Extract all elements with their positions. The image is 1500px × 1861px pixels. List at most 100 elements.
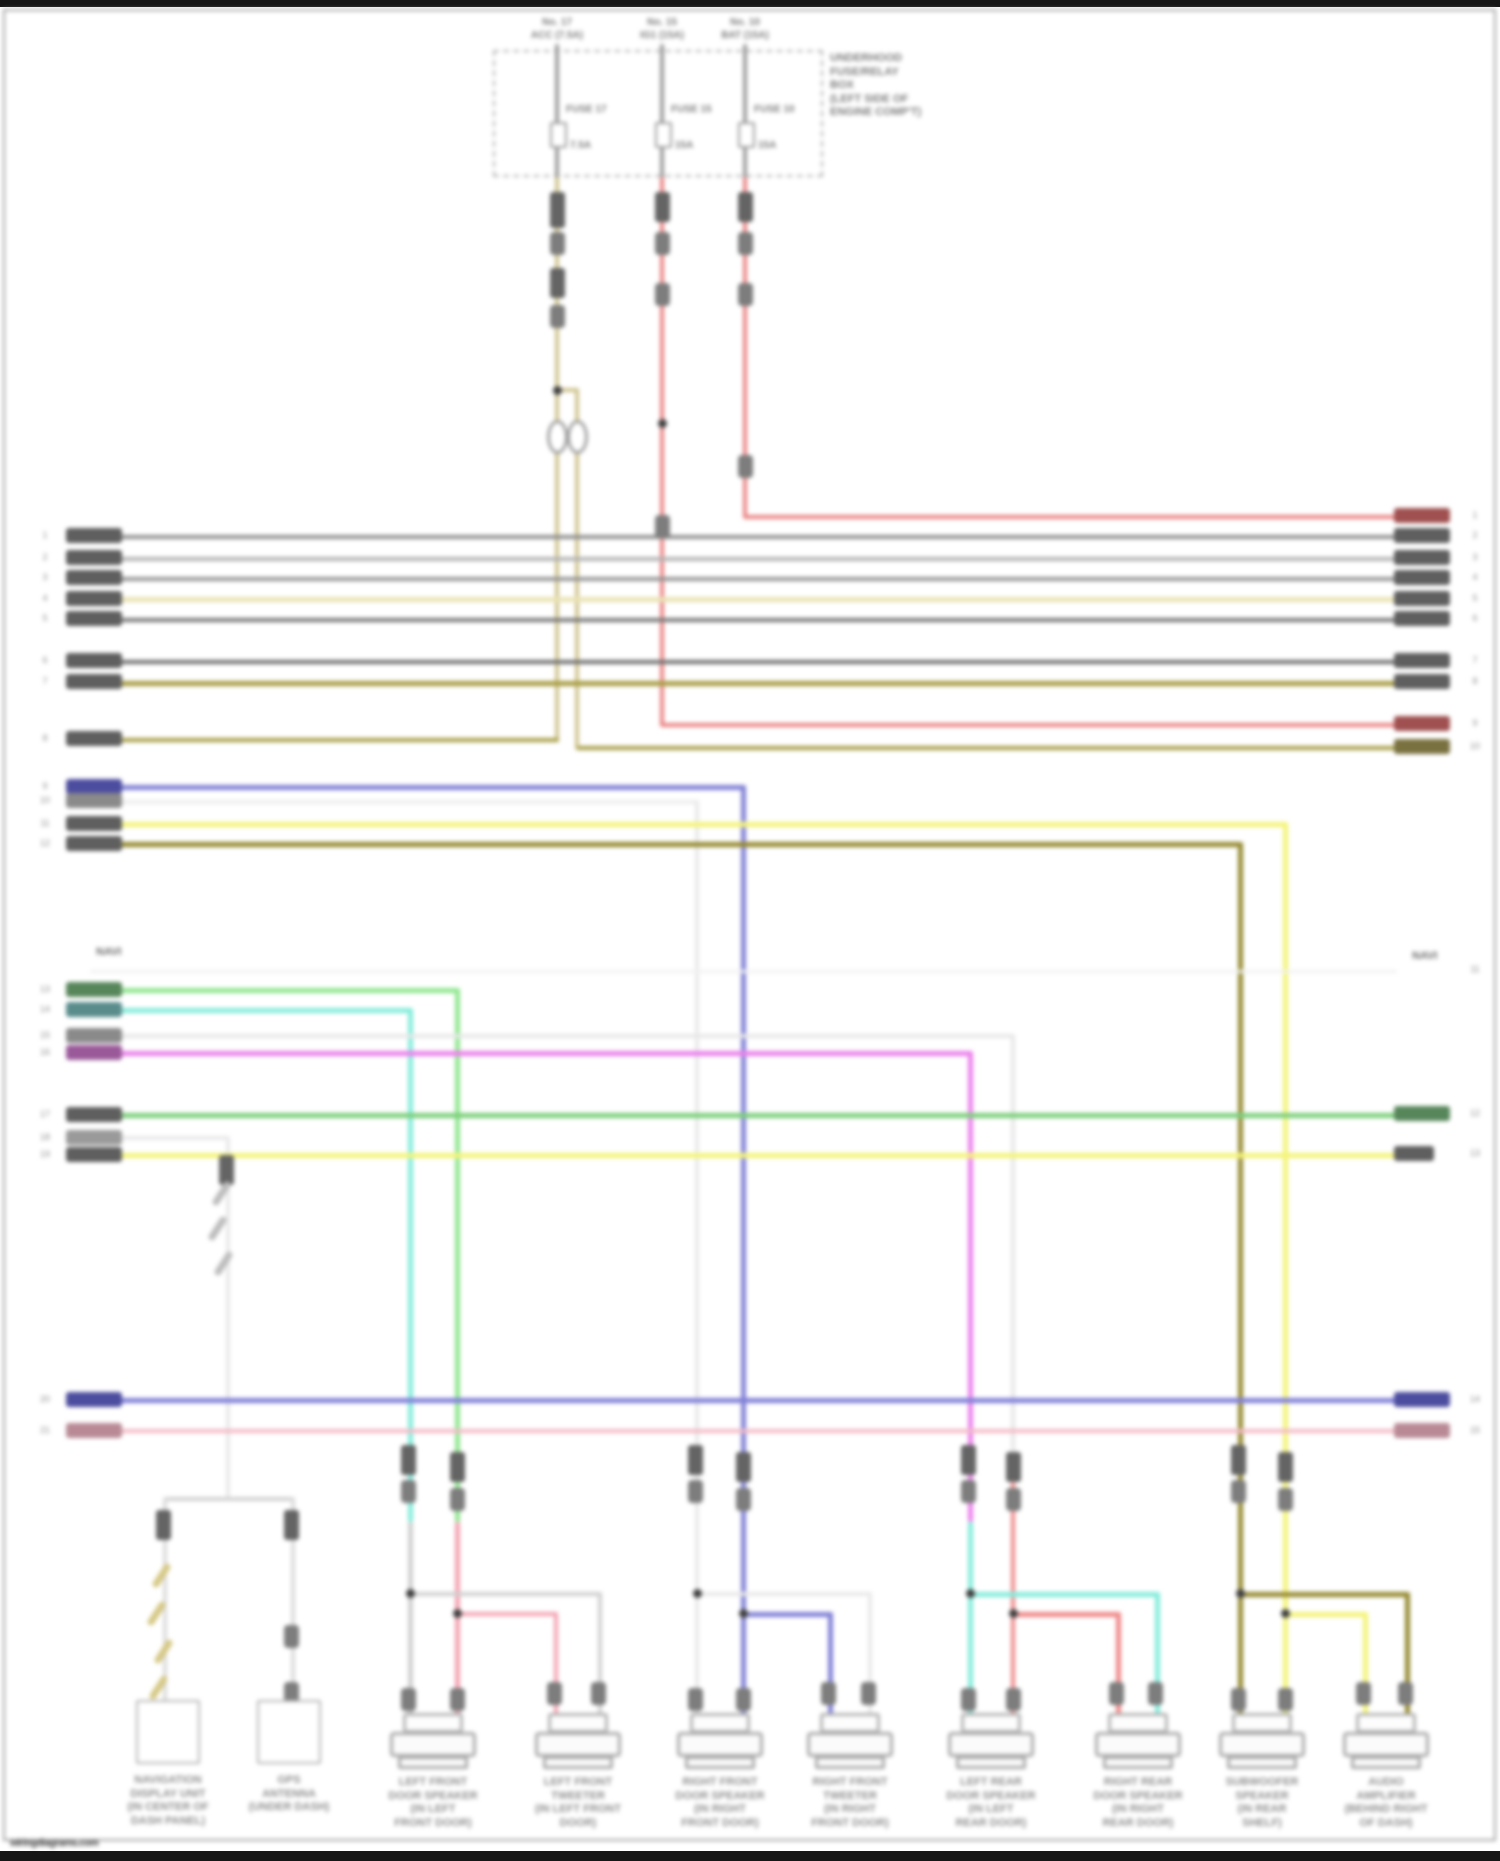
wire-code-label — [655, 192, 670, 222]
inline-connector — [736, 1488, 751, 1511]
wire-blue-vertical — [741, 785, 746, 1715]
fusebox-side-label: UNDERHOOD FUSE/RELAY BOX (LEFT SIDE OF E… — [830, 52, 921, 120]
branch-pink-horizontal — [457, 1612, 558, 1616]
fuse3-amp: 15A — [758, 140, 777, 151]
fusebox-label-line: ENGINE COMP'T) — [830, 106, 922, 118]
connector-plug-top — [548, 1713, 608, 1733]
wire-olive-dark-vertical — [1238, 842, 1243, 1715]
fuse3-wire-in-box — [743, 44, 747, 178]
wire-yellow-vertical — [1283, 822, 1288, 1715]
connector-plug-base — [1227, 1756, 1297, 1769]
wire-code-label — [66, 816, 122, 831]
group1-right-branch — [291, 1497, 295, 1701]
wire-code-label — [1394, 550, 1450, 565]
connector-label-line: (IN CENTER OF — [127, 1801, 209, 1813]
inline-connector — [550, 305, 565, 328]
connector-label-line: REAR DOOR) — [1102, 1816, 1174, 1829]
wire-code-label — [66, 550, 122, 565]
connector-label-line: (IN REAR — [1237, 1803, 1287, 1815]
wire-code-label — [1231, 1445, 1246, 1475]
inline-connector — [547, 1682, 562, 1705]
branch-red-horizontal — [1013, 1612, 1120, 1617]
inline-connector — [1109, 1682, 1124, 1705]
connector-label-line: (IN LEFT — [410, 1803, 456, 1815]
inline-connector — [1356, 1682, 1371, 1705]
pin-number: 2 — [1472, 530, 1478, 540]
fuse3-symbol — [738, 122, 755, 148]
wire-code-label — [66, 570, 122, 585]
connector-plug-body — [535, 1732, 621, 1757]
wire-code-label — [550, 192, 565, 228]
connector-label: LEFT FRONT TWEETER (IN LEFT FRONT DOOR) — [503, 1776, 653, 1830]
pin-number: 3 — [42, 572, 48, 582]
top-window-edge — [0, 0, 1500, 7]
connector-label-line: (IN LEFT — [968, 1803, 1014, 1815]
shield-connector — [567, 420, 588, 454]
connector-label-line: SHELF) — [1242, 1816, 1282, 1829]
wire-cyan-horizontal — [90, 1008, 412, 1013]
connector-plug-top — [690, 1713, 750, 1733]
left-section-header: NAVI — [96, 946, 122, 958]
wire-yellow-horizontal — [90, 822, 1287, 827]
connector-label-line: REAR DOOR) — [955, 1816, 1027, 1829]
wire-code-label — [1394, 1146, 1434, 1161]
fuse2-wire-in-box — [660, 44, 664, 178]
inline-connector — [738, 455, 753, 478]
pin-number: 15 — [39, 1030, 50, 1040]
bus-wire-3 — [90, 577, 1397, 581]
page-frame — [3, 9, 1496, 1841]
fuse-box — [493, 50, 823, 177]
fusebox-label-line: FUSE/RELAY — [830, 65, 899, 78]
connector-label-line: DOOR SPEAKER — [1093, 1789, 1183, 1802]
pin-number: 18 — [39, 1132, 50, 1142]
inline-connector — [284, 1682, 299, 1705]
connector-label-line: GPS — [277, 1774, 301, 1786]
wire-gray-segment — [408, 1522, 413, 1715]
connector-box-navigation — [136, 1700, 200, 1764]
wire-code-label — [401, 1445, 416, 1475]
bus-wire-5 — [90, 618, 1397, 622]
inline-connector — [961, 1688, 976, 1711]
connector-label-line: ANTENNA — [262, 1787, 316, 1800]
wire-faint-2-horizontal — [90, 1034, 1015, 1038]
wire-code-label — [1394, 611, 1450, 626]
wire-code-label — [66, 1002, 122, 1017]
connector-label-line: (BEHIND RIGHT — [1344, 1803, 1428, 1815]
connector-label-line: LEFT REAR — [960, 1776, 1022, 1788]
wire-red-2-horizontal — [745, 515, 1397, 519]
connector-label: RIGHT FRONT DOOR SPEAKER (IN RIGHT FRONT… — [645, 1776, 795, 1830]
connector-label-line: SUBWOOFER — [1225, 1776, 1299, 1788]
fuse3-name: FUSE 10 — [754, 104, 795, 115]
group1-tee-bar — [163, 1497, 295, 1501]
pin-number: 15 — [1469, 1425, 1480, 1435]
wire-code-label — [66, 1130, 122, 1145]
wire-cyan-segment — [968, 1522, 973, 1715]
connector-label-line: DISPLAY UNIT — [130, 1787, 206, 1800]
inline-connector — [591, 1682, 606, 1705]
fuse3-rating: BAT (15A) — [721, 30, 769, 41]
junction-dot — [658, 419, 667, 428]
pin-number: 10 — [39, 795, 50, 805]
junction-dot — [1009, 1609, 1018, 1618]
wire-code-label — [66, 528, 122, 543]
connector-plug-body — [1095, 1732, 1181, 1757]
wire-code-label — [66, 611, 122, 626]
pin-number: 11 — [1470, 964, 1480, 974]
connector-label-line: (IN RIGHT — [694, 1803, 746, 1815]
connector-label-line: (UNDER DASH) — [248, 1801, 330, 1813]
connector-label-line: TWEETER — [823, 1789, 877, 1802]
inline-connector — [1006, 1688, 1021, 1711]
wire-code-label — [1394, 591, 1450, 606]
junction-dot — [966, 1589, 975, 1598]
junction-dot — [453, 1609, 462, 1618]
wire-code-label — [66, 836, 122, 851]
inline-connector — [655, 283, 670, 306]
junction-dot — [693, 1589, 702, 1598]
connector-label-line: LEFT FRONT — [543, 1776, 613, 1788]
pin-number: 14 — [1469, 1394, 1480, 1404]
pin-number: 6 — [1472, 613, 1478, 623]
connector-label-line: AMPLIFIER — [1356, 1789, 1416, 1802]
connector-label: AUDIO AMPLIFIER (BEHIND RIGHT OF DASH) — [1311, 1776, 1461, 1830]
wire-code-label — [66, 1028, 122, 1043]
wire-blue-horizontal — [90, 785, 745, 790]
